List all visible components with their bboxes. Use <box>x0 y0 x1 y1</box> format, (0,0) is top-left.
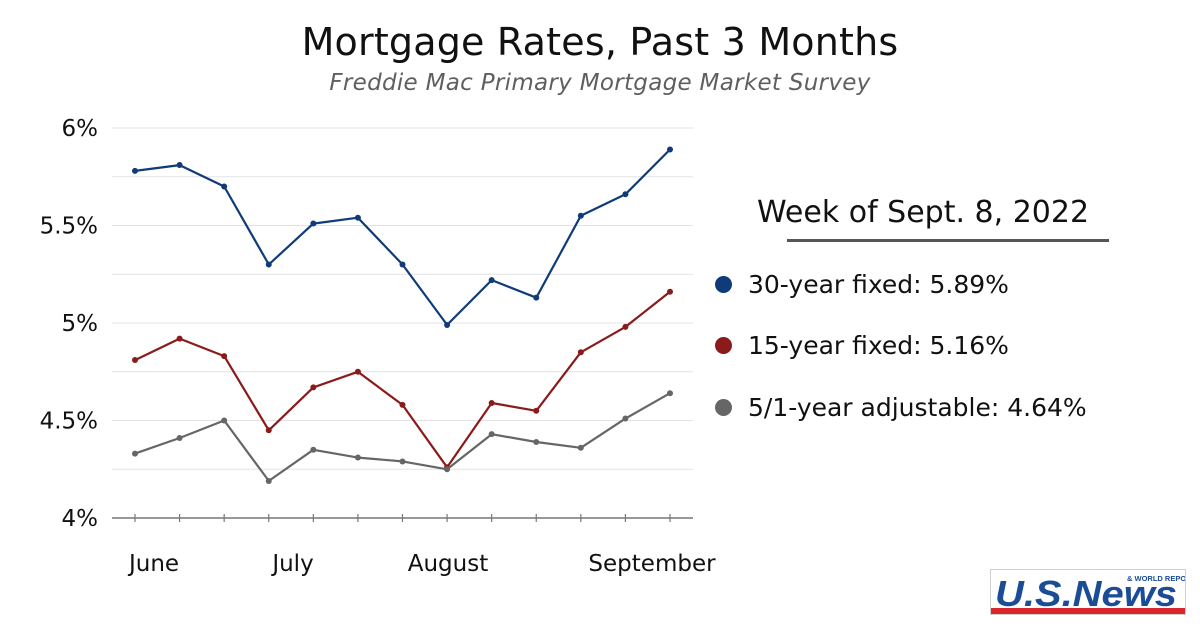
legend-dot-30-year <box>715 275 732 293</box>
y-tick-label: 5% <box>62 311 99 337</box>
series-30-year-fixed-point <box>533 294 540 301</box>
series-30-year-fixed-point <box>622 191 629 198</box>
series-30-year-fixed-point <box>444 321 451 328</box>
series-15-year-fixed-point <box>577 349 584 356</box>
chart-subtitle: Freddie Mac Primary Mortgage Market Surv… <box>329 70 871 96</box>
series-5-1-year-adjustable-point <box>265 477 272 484</box>
legend-item-30-year: 30-year fixed: 5.89% <box>715 267 1009 301</box>
x-axis-tick-labels: June July August September <box>127 551 716 577</box>
logo-red-stripe <box>991 608 1185 614</box>
series-5-1-year-adjustable-point <box>577 444 584 451</box>
series-30-year-fixed-point <box>221 183 228 190</box>
x-tick-label: September <box>588 551 716 577</box>
x-tick-label: August <box>408 551 489 577</box>
legend-item-5-1-year: 5/1-year adjustable: 4.64% <box>715 390 1087 424</box>
y-tick-label: 4.5% <box>40 409 98 435</box>
series-15-year-fixed-point <box>176 335 183 342</box>
series-5-1-year-adjustable-point <box>533 438 540 445</box>
usnews-logo: & WORLD REPORT U.S.News <box>990 569 1186 615</box>
series-30-year-fixed-point <box>399 261 406 268</box>
series-5-1-year-adjustable-point <box>622 415 629 422</box>
series-5-1-year-adjustable-point <box>221 417 228 424</box>
series-30-year-fixed-line <box>134 148 671 326</box>
logo-wordmark: U.S.News <box>995 573 1177 614</box>
legend-label-30-year: 30-year fixed: 5.89% <box>748 269 1009 299</box>
legend-label-15-year: 15-year fixed: 5.16% <box>748 330 1009 360</box>
series-15-year-fixed-point <box>354 368 361 375</box>
y-tick-label: 4% <box>62 506 99 532</box>
series-30-year-fixed-point <box>176 162 183 169</box>
series-30-year-fixed-point <box>667 146 673 153</box>
series-30-year-fixed-point <box>310 220 317 227</box>
legend-dot-5-1-year <box>715 398 732 416</box>
series-15-year-fixed-point <box>132 357 138 364</box>
series-15-year-fixed-point <box>399 401 406 408</box>
chart-title: Mortgage Rates, Past 3 Months <box>301 20 899 64</box>
series-30-year-fixed-point <box>577 212 584 219</box>
series-15-year-fixed-point <box>310 384 317 391</box>
legend-label-5-1-year: 5/1-year adjustable: 4.64% <box>748 392 1087 422</box>
logo-tagline: & WORLD REPORT <box>1127 574 1186 583</box>
legend-dot-15-year <box>715 336 732 354</box>
x-tick-label: July <box>270 551 313 577</box>
series-lines <box>132 146 673 484</box>
y-tick-label: 5.5% <box>40 214 98 240</box>
series-30-year-fixed-point <box>132 167 138 174</box>
legend-heading-underline <box>787 239 1109 242</box>
series-30-year-fixed-point <box>354 214 361 221</box>
legend-heading: Week of Sept. 8, 2022 <box>757 195 1090 230</box>
y-tick-label: 6% <box>62 116 99 142</box>
series-5-1-year-adjustable-point <box>310 446 317 453</box>
y-axis-tick-labels: 4% 4.5% 5% 5.5% 6% <box>40 116 98 532</box>
x-tick-label: June <box>127 551 179 577</box>
series-5-1-year-adjustable-point <box>354 454 361 461</box>
series-5-1-year-adjustable-point <box>399 458 406 465</box>
series-5-1-year-adjustable-point <box>132 450 138 457</box>
series-5-1-year-adjustable-point <box>444 466 451 473</box>
series-5-1-year-adjustable-point <box>488 431 495 438</box>
series-15-year-fixed-point <box>667 288 673 295</box>
series-15-year-fixed-point <box>221 353 228 360</box>
series-30-year-fixed-point <box>265 261 272 268</box>
series-15-year-fixed-point <box>265 427 272 434</box>
series-30-year-fixed-point <box>488 277 495 284</box>
series-15-year-fixed-point <box>533 407 540 414</box>
series-15-year-fixed-point <box>488 399 495 406</box>
grid-lines <box>112 127 693 470</box>
x-axis <box>112 514 693 522</box>
legend-item-15-year: 15-year fixed: 5.16% <box>715 328 1009 362</box>
series-5-1-year-adjustable-point <box>176 435 183 442</box>
series-15-year-fixed-point <box>622 323 629 330</box>
series-5-1-year-adjustable-point <box>667 390 673 397</box>
